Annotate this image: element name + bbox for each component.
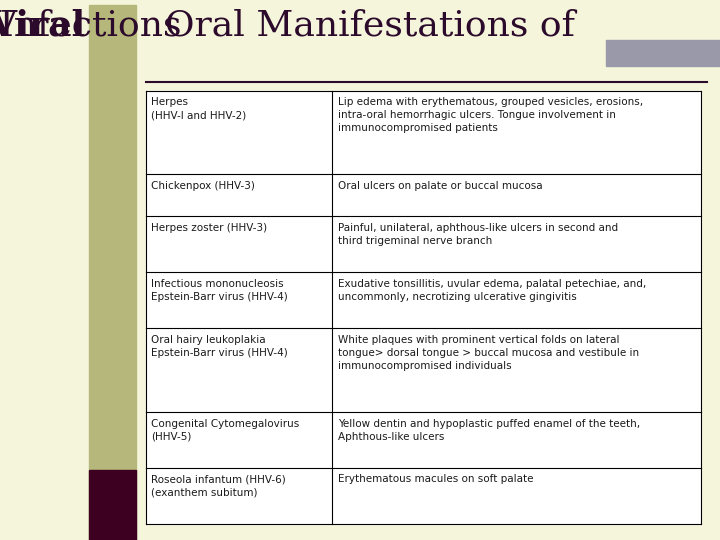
Text: Roseola infantum (HHV-6)
(exanthem subitum): Roseola infantum (HHV-6) (exanthem subit… [150,475,286,498]
Bar [606,39,720,66]
Text: Infectious mononucleosis
Epstein-Barr virus (HHV-4): Infectious mononucleosis Epstein-Barr vi… [150,279,287,302]
Text: Congenital Cytomegalovirus
(HHV-5): Congenital Cytomegalovirus (HHV-5) [150,418,299,442]
Text: Herpes zoster (HHV-3): Herpes zoster (HHV-3) [150,223,267,233]
Bar [89,470,136,540]
Text: Herpes
(HHV-I and HHV-2): Herpes (HHV-I and HHV-2) [150,97,246,120]
Text: Yellow dentin and hypoplastic puffed enamel of the teeth,
Aphthous-like ulcers: Yellow dentin and hypoplastic puffed ena… [338,418,640,442]
Text: Oral hairy leukoplakia
Epstein-Barr virus (HHV-4): Oral hairy leukoplakia Epstein-Barr viru… [150,335,287,358]
Text: Painful, unilateral, aphthous-like ulcers in second and
third trigeminal nerve b: Painful, unilateral, aphthous-like ulcer… [338,223,618,246]
Text: Infections: Infections [0,8,182,42]
Text: White plaques with prominent vertical folds on lateral
tongue> dorsal tongue > b: White plaques with prominent vertical fo… [338,335,639,371]
Text: Viral: Viral [0,8,86,42]
Text: Oral ulcers on palate or buccal mucosa: Oral ulcers on palate or buccal mucosa [338,181,543,191]
Text: Exudative tonsillitis, uvular edema, palatal petechiae, and,
uncommonly, necroti: Exudative tonsillitis, uvular edema, pal… [338,279,647,302]
Text: Erythematous macules on soft palate: Erythematous macules on soft palate [338,475,534,484]
Text: Chickenpox (HHV-3): Chickenpox (HHV-3) [150,181,255,191]
Text: Oral Manifestations of: Oral Manifestations of [165,8,586,42]
Bar [145,91,701,524]
Text: Lip edema with erythematous, grouped vesicles, erosions,
intra-oral hemorrhagic : Lip edema with erythematous, grouped ves… [338,97,643,133]
Bar [89,5,136,540]
